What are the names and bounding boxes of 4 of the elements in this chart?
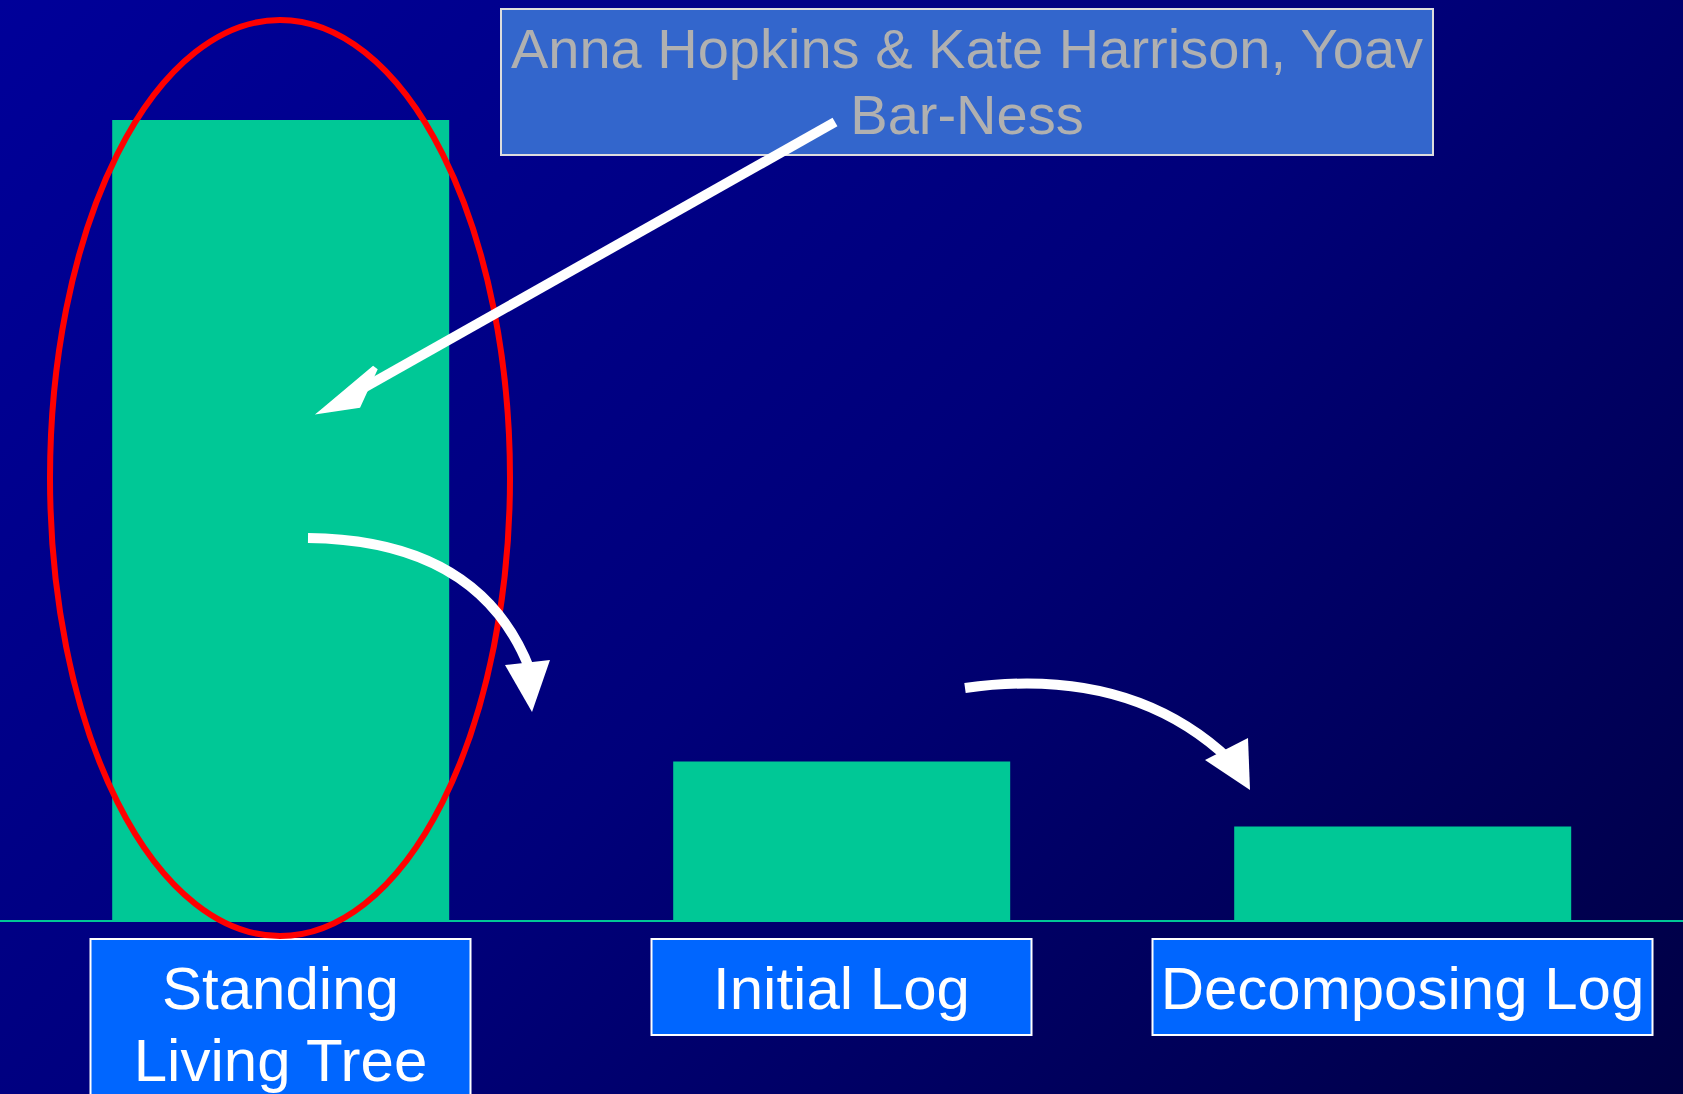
x-tick-label: Decomposing Log bbox=[1160, 955, 1645, 1022]
x-tick-label: Initial Log bbox=[713, 955, 970, 1022]
annotation: Anna Hopkins & Kate Harrison, Yoav Bar-Ness bbox=[500, 8, 1434, 156]
x-tick-label: Standing Living Tree bbox=[133, 955, 428, 1094]
